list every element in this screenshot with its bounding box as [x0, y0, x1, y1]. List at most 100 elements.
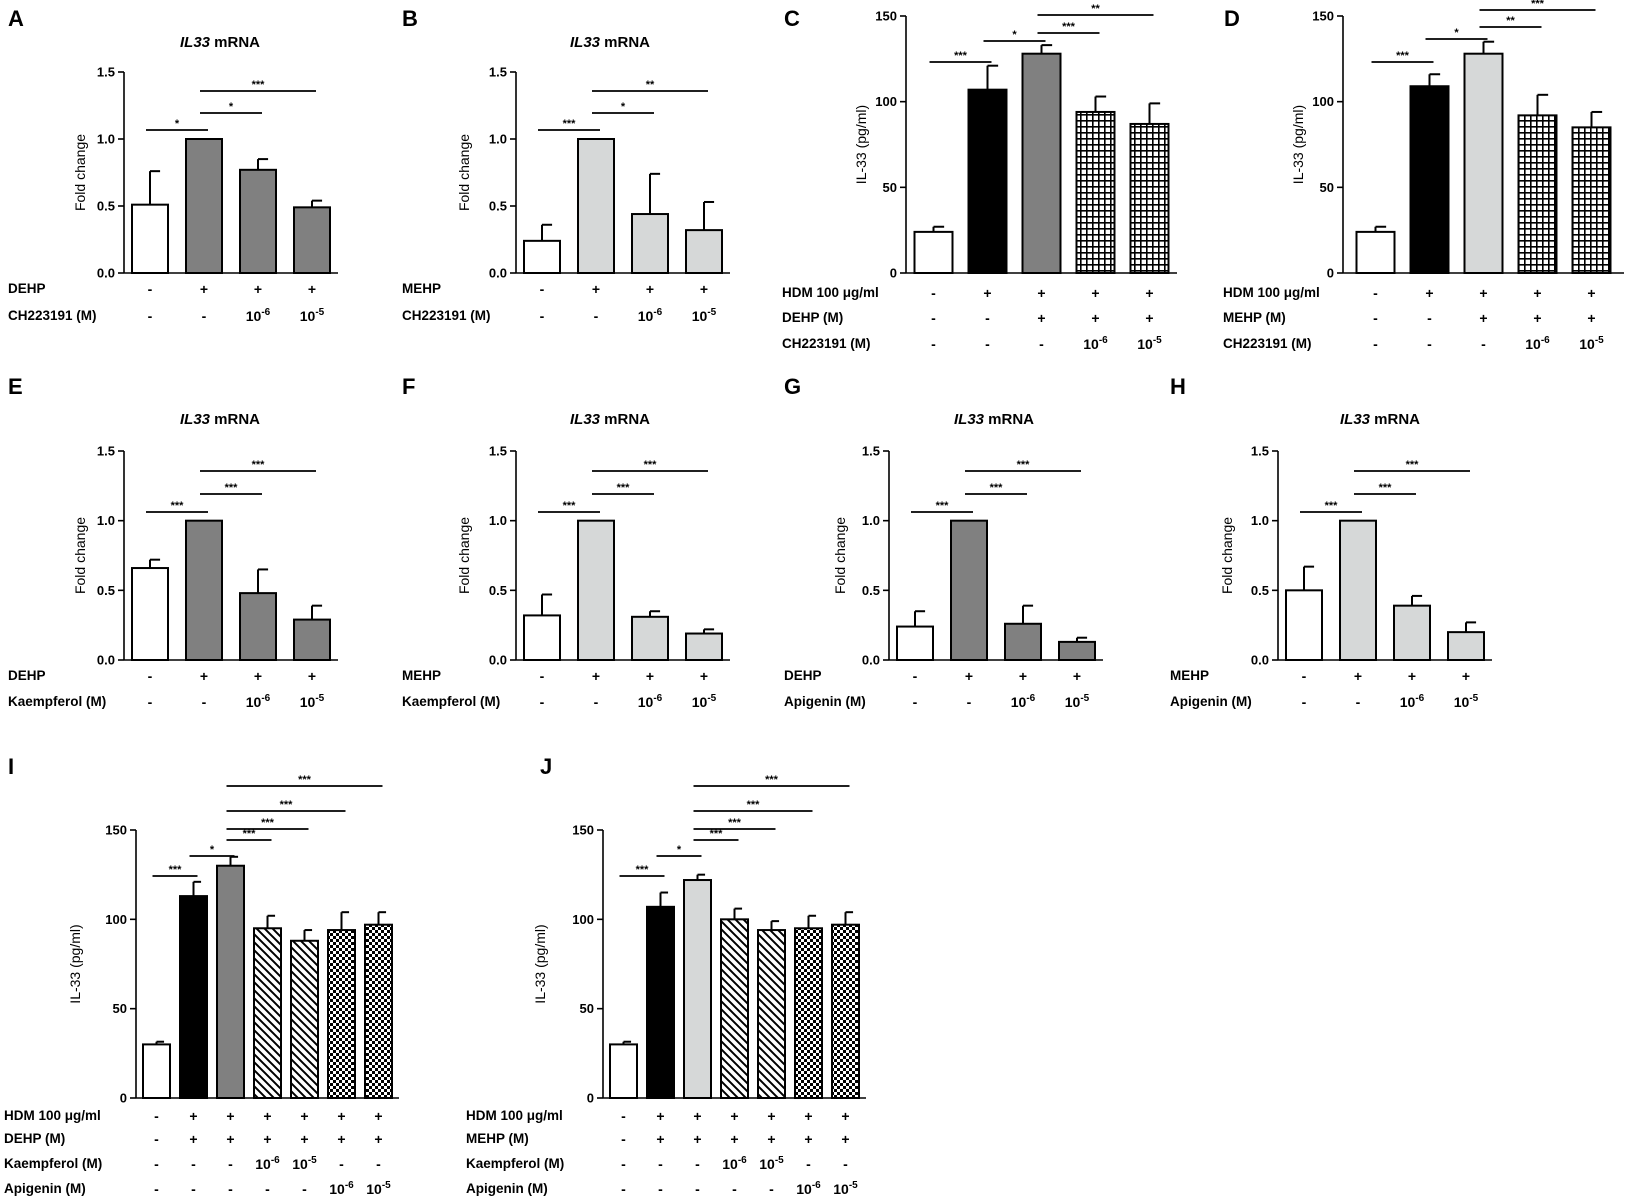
- bar: [364, 923, 393, 1100]
- row-entry: +: [730, 1108, 738, 1124]
- row-entry: -: [154, 1156, 159, 1172]
- bar: [142, 1043, 171, 1100]
- sig-label: ***: [936, 500, 950, 512]
- row-entry: +: [263, 1108, 271, 1124]
- panel-title: IL33 mRNA: [180, 34, 260, 51]
- row-entry: -: [540, 668, 545, 684]
- y-tick-label: 100: [572, 912, 594, 927]
- bar: [609, 1043, 638, 1100]
- y-tick-label: 0.0: [489, 266, 507, 281]
- sig-label: ***: [765, 774, 779, 786]
- row-entry: -: [1302, 694, 1307, 710]
- bar: [1571, 126, 1612, 274]
- y-axis-label: Fold change: [456, 517, 472, 594]
- row-entry: -: [985, 310, 990, 326]
- y-tick-label: 1.0: [489, 132, 507, 147]
- bar: [577, 138, 615, 274]
- sig-label: ***: [298, 774, 312, 786]
- bar: [831, 923, 860, 1100]
- y-tick-label: 150: [105, 823, 127, 838]
- sig-label: ***: [728, 817, 742, 829]
- row-entry: +: [730, 1131, 738, 1147]
- bar: [913, 230, 954, 275]
- bar: [131, 203, 169, 274]
- bar: [1409, 85, 1450, 274]
- sig-label: ***: [1325, 500, 1339, 512]
- sig-label: ***: [1531, 0, 1545, 10]
- y-axis-label: Fold change: [1219, 517, 1235, 594]
- row-entry: -: [228, 1181, 233, 1197]
- bar: [523, 239, 561, 274]
- bar: [523, 614, 561, 661]
- row-entry: +: [226, 1108, 234, 1124]
- row-entry: +: [189, 1108, 197, 1124]
- row-entry: 10-5: [1454, 693, 1479, 710]
- row-entry: -: [191, 1181, 196, 1197]
- row-entry: -: [931, 310, 936, 326]
- row-entry: +: [1073, 668, 1081, 684]
- sig-label: *: [621, 101, 626, 113]
- y-axis-label: Fold change: [72, 134, 88, 211]
- y-tick-label: 0.0: [97, 653, 115, 668]
- row-entry: -: [931, 336, 936, 352]
- row-entry: +: [693, 1131, 701, 1147]
- y-tick-label: 0.0: [1251, 653, 1269, 668]
- row-entry: +: [1479, 310, 1487, 326]
- y-tick-label: 0.5: [97, 583, 115, 598]
- y-tick-label: 1.5: [97, 444, 115, 459]
- row-entry: +: [1533, 285, 1541, 301]
- treatment-row-label: CH223191 (M): [782, 336, 871, 351]
- sig-label: **: [1091, 3, 1100, 15]
- row-entry: -: [695, 1181, 700, 1197]
- row-entry: 10-6: [1525, 335, 1550, 352]
- treatment-row-label: HDM 100 μg/ml: [4, 1108, 101, 1123]
- treatment-row-label: Kaempferol (M): [466, 1156, 564, 1171]
- panel-title: IL33 mRNA: [1340, 411, 1420, 428]
- treatment-row-label: MEHP: [402, 668, 441, 683]
- bar: [1355, 230, 1396, 275]
- row-entry: -: [154, 1131, 159, 1147]
- row-entry: -: [228, 1156, 233, 1172]
- panel-letter: B: [402, 6, 418, 31]
- row-entry: +: [1462, 668, 1470, 684]
- row-entry: -: [1302, 668, 1307, 684]
- y-tick-label: 0.5: [862, 583, 880, 598]
- row-entry: +: [804, 1108, 812, 1124]
- row-entry: 10-5: [300, 307, 325, 324]
- sig-label: ***: [243, 828, 257, 840]
- row-entry: -: [1039, 336, 1044, 352]
- row-entry: -: [621, 1181, 626, 1197]
- panel-letter: C: [784, 6, 800, 31]
- row-entry: -: [843, 1156, 848, 1172]
- row-entry: 10-6: [1400, 693, 1425, 710]
- row-entry: -: [1373, 310, 1378, 326]
- row-entry: +: [1037, 285, 1045, 301]
- panel-h: H IL33 mRNA 0.0 0.5 1.0 1.5 Fold change *** *** *…: [1170, 374, 1492, 710]
- row-entry: +: [374, 1131, 382, 1147]
- row-entry: +: [1408, 668, 1416, 684]
- treatment-row-label: CH223191 (M): [402, 308, 491, 323]
- treatment-row-label: DEHP (M): [4, 1131, 65, 1146]
- row-entry: 10-5: [1579, 335, 1604, 352]
- bar: [794, 927, 823, 1099]
- row-entry: +: [200, 281, 208, 297]
- treatment-row-label: DEHP: [8, 281, 46, 296]
- y-tick-label: 1.5: [862, 444, 880, 459]
- row-entry: +: [656, 1108, 664, 1124]
- row-entry: 10-5: [759, 1155, 784, 1172]
- bar: [293, 206, 331, 274]
- bar: [683, 879, 712, 1099]
- y-axis-label: IL-33 (pg/ml): [532, 924, 548, 1003]
- y-tick-label: 0: [587, 1091, 594, 1106]
- bar: [1075, 110, 1116, 274]
- bar: [1058, 640, 1096, 661]
- row-entry: -: [540, 694, 545, 710]
- row-entry: -: [732, 1181, 737, 1197]
- y-tick-label: 0: [1327, 266, 1334, 281]
- bar: [185, 519, 223, 662]
- treatment-row-label: HDM 100 μg/ml: [1223, 285, 1320, 300]
- row-entry: -: [1427, 336, 1432, 352]
- row-entry: -: [967, 694, 972, 710]
- row-entry: -: [191, 1156, 196, 1172]
